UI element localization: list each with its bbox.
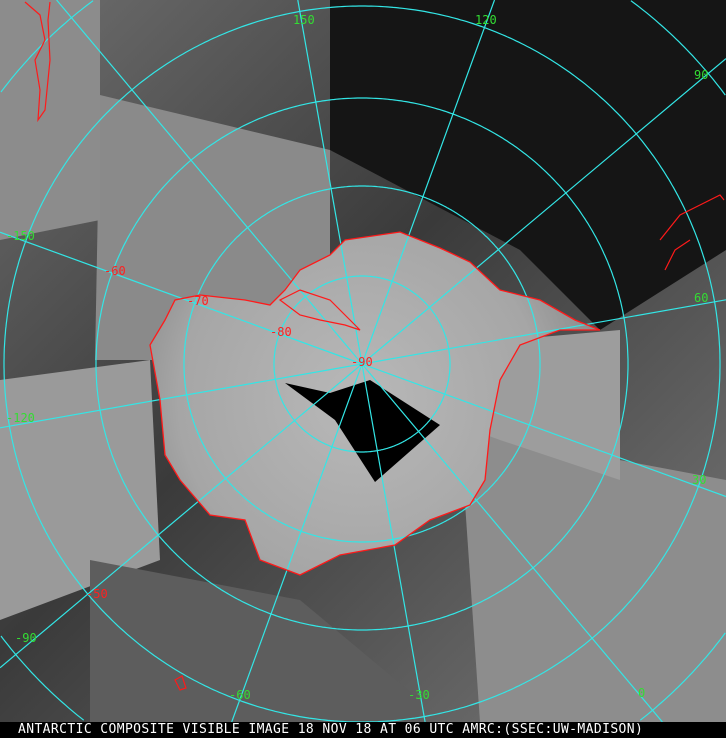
meridian-line xyxy=(231,363,363,722)
cloud-region-southeast xyxy=(460,430,726,722)
meridian-line xyxy=(361,299,726,365)
island-coastline xyxy=(174,675,187,691)
ice-shelf-coastline xyxy=(278,289,361,331)
antarctica-coastline xyxy=(149,231,601,576)
meridian-line xyxy=(0,231,363,365)
lon-label: 90 xyxy=(694,68,708,82)
lon-label: 120 xyxy=(475,13,497,27)
lat-label: -70 xyxy=(187,294,209,308)
meridian-line xyxy=(361,363,663,722)
meridian-line xyxy=(361,363,426,722)
meridian-line xyxy=(0,363,363,669)
latitude-circle xyxy=(183,185,541,543)
lon-label: 0 xyxy=(638,686,645,700)
satellite-swath xyxy=(95,95,330,360)
meridian-line xyxy=(361,0,496,365)
lat-label: -80 xyxy=(270,325,292,339)
lon-label: -90 xyxy=(15,631,37,645)
cloud-region-northwest xyxy=(0,0,100,240)
south-america-coastline xyxy=(24,1,51,123)
lat-label: -60 xyxy=(104,264,126,278)
lon-label: 150 xyxy=(293,13,315,27)
lat-label: -90 xyxy=(351,355,373,369)
latitude-circle xyxy=(0,0,726,721)
lon-label: -30 xyxy=(408,688,430,702)
meridian-line xyxy=(361,58,726,365)
latitude-circle xyxy=(3,5,721,722)
lon-label: -60 xyxy=(229,688,251,702)
meridian-line xyxy=(0,363,363,429)
image-caption: ANTARCTIC COMPOSITE VISIBLE IMAGE 18 NOV… xyxy=(0,722,726,738)
meridian-line xyxy=(361,363,726,498)
missing-data-wedge xyxy=(285,380,440,482)
cloud-region-south xyxy=(90,560,420,722)
latitude-circle xyxy=(95,97,629,631)
graticule xyxy=(0,0,726,722)
lon-label: 60 xyxy=(694,291,708,305)
lon-label: -150 xyxy=(6,229,35,243)
lat-label: -50 xyxy=(86,587,108,601)
map-canvas: -50 -60 -70 -80 -90 150 120 90 60 30 0 -… xyxy=(0,0,726,722)
lon-label: -120 xyxy=(6,411,35,425)
latitude-circle xyxy=(273,275,451,453)
lon-label: 30 xyxy=(692,473,706,487)
latitude-labels: -50 -60 -70 -80 -90 xyxy=(86,264,373,601)
cloud-region-west xyxy=(0,360,160,620)
meridian-line xyxy=(56,0,363,365)
meridian-line xyxy=(297,0,363,365)
northeast-coastline xyxy=(659,194,725,271)
dark-night-region xyxy=(330,0,726,330)
longitude-labels: 150 120 90 60 30 0 -30 -60 -90 -120 -150 xyxy=(6,13,708,702)
